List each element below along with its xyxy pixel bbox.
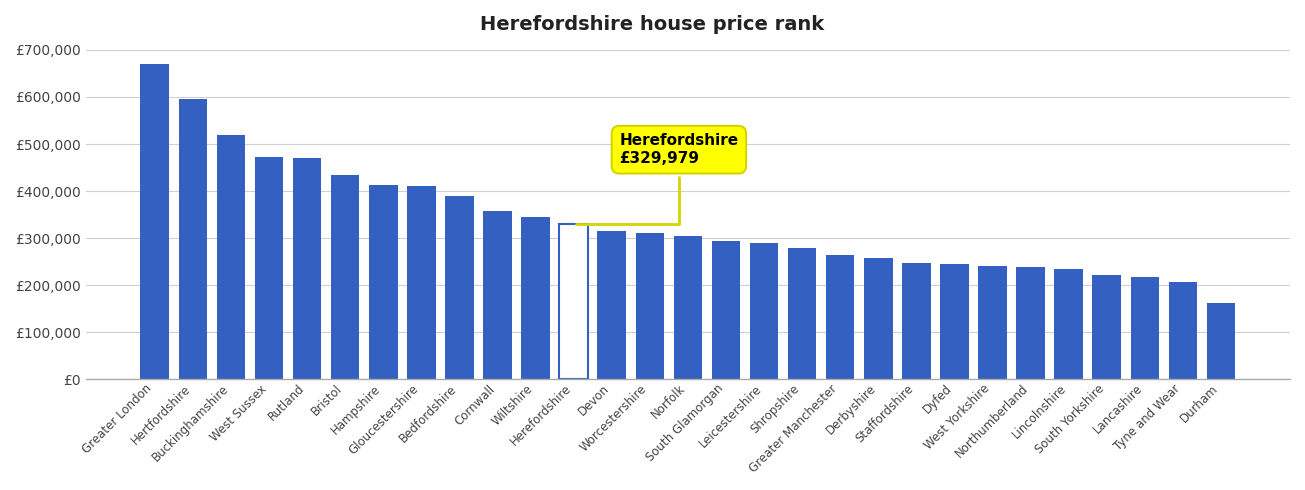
Bar xyxy=(331,174,359,379)
Bar xyxy=(445,196,474,379)
Bar xyxy=(1207,303,1236,379)
Bar xyxy=(1092,275,1121,379)
Bar xyxy=(483,211,512,379)
Bar xyxy=(560,224,589,379)
Bar xyxy=(179,99,207,379)
Bar xyxy=(254,157,283,379)
Bar xyxy=(217,135,245,379)
Bar xyxy=(1017,268,1045,379)
Bar xyxy=(864,258,893,379)
Bar xyxy=(902,263,930,379)
Bar xyxy=(141,64,170,379)
Bar xyxy=(1054,269,1083,379)
Bar xyxy=(1130,277,1159,379)
Bar xyxy=(407,186,436,379)
Bar xyxy=(673,236,702,379)
Text: Herefordshire house price rank: Herefordshire house price rank xyxy=(480,15,825,34)
Bar xyxy=(636,233,664,379)
Bar xyxy=(940,264,968,379)
Bar xyxy=(1168,281,1197,379)
Bar xyxy=(788,247,817,379)
Bar xyxy=(979,267,1006,379)
Bar xyxy=(521,217,549,379)
Bar xyxy=(826,255,855,379)
Bar xyxy=(750,243,778,379)
Bar xyxy=(292,158,321,379)
Bar xyxy=(711,241,740,379)
Bar xyxy=(598,231,626,379)
Bar xyxy=(369,185,398,379)
Text: Herefordshire
£329,979: Herefordshire £329,979 xyxy=(577,133,739,224)
